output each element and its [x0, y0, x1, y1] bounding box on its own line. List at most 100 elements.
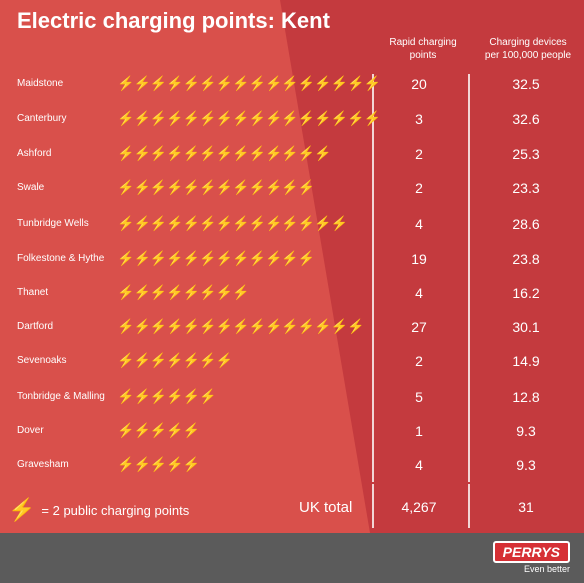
devices-value: 9.3: [516, 423, 536, 439]
lightning-bolt-icon: ⚡: [199, 352, 216, 368]
lightning-bolt-icon: ⚡: [199, 145, 216, 161]
lightning-bolt-icon: ⚡: [232, 75, 249, 91]
pictograph-bolts: ⚡⚡⚡⚡⚡⚡⚡⚡⚡⚡⚡⚡⚡⚡: [117, 215, 348, 232]
lightning-bolt-icon: ⚡: [281, 75, 298, 91]
lightning-bolt-icon: ⚡: [182, 75, 200, 91]
header-rapid-line2: points: [409, 50, 437, 61]
lightning-bolt-icon: ⚡: [248, 110, 266, 126]
lightning-bolt-icon: ⚡: [133, 215, 150, 231]
lightning-bolt-icon: ⚡: [166, 422, 183, 438]
lightning-bolt-icon: ⚡: [281, 110, 298, 126]
lightning-bolt-icon: ⚡: [232, 179, 249, 195]
lightning-bolt-icon: ⚡: [264, 179, 282, 195]
lightning-bolt-icon: ⚡: [166, 215, 183, 231]
lightning-bolt-icon: ⚡: [215, 318, 233, 334]
rapid-value: 3: [415, 111, 423, 127]
lightning-bolt-icon: ⚡: [149, 318, 167, 334]
lightning-bolt-icon: ⚡: [215, 250, 233, 266]
rapid-value: 4: [415, 216, 423, 232]
lightning-bolt-icon: ⚡: [264, 110, 282, 126]
lightning-bolt-icon: ⚡: [166, 318, 183, 334]
legend-text: = 2 public charging points: [41, 502, 190, 518]
pictograph-bolts: ⚡⚡⚡⚡⚡⚡⚡: [117, 352, 233, 369]
uk-total-rapid: 4,267: [401, 499, 437, 515]
area-label: Tunbridge Wells: [17, 218, 89, 229]
lightning-bolt-icon: ⚡: [117, 352, 134, 368]
rapid-value: 2: [415, 180, 423, 196]
column-divider: [372, 74, 374, 482]
lightning-bolt-icon: ⚡: [248, 75, 266, 91]
lightning-bolt-icon: ⚡: [117, 422, 134, 438]
header-rapid: Rapid charging points: [380, 36, 466, 62]
lightning-bolt-icon: ⚡: [199, 284, 216, 300]
lightning-bolt-icon: ⚡: [182, 352, 200, 368]
perrys-logo: PERRYS Even better: [492, 541, 570, 574]
lightning-bolt-icon: ⚡: [117, 456, 134, 472]
lightning-bolt-icon: ⚡: [149, 284, 167, 300]
lightning-bolt-icon: ⚡: [133, 145, 150, 161]
lightning-bolt-icon: ⚡: [281, 250, 298, 266]
lightning-bolt-icon: ⚡: [133, 284, 150, 300]
lightning-bolt-icon: ⚡: [363, 110, 381, 126]
pictograph-bolts: ⚡⚡⚡⚡⚡⚡⚡⚡: [117, 284, 250, 301]
lightning-bolt-icon: ⚡: [149, 145, 167, 161]
lightning-bolt-icon: ⚡: [264, 145, 282, 161]
lightning-bolt-icon: ⚡: [133, 388, 150, 404]
legend: ⚡ = 2 public charging points: [8, 497, 189, 523]
lightning-bolt-icon: ⚡: [297, 250, 315, 266]
lightning-bolt-icon: ⚡: [248, 179, 266, 195]
rapid-value: 2: [415, 146, 423, 162]
lightning-bolt-icon: ⚡: [166, 388, 183, 404]
lightning-bolt-icon: ⚡: [149, 215, 167, 231]
lightning-bolt-icon: ⚡: [133, 179, 150, 195]
lightning-bolt-icon: ⚡: [297, 75, 315, 91]
lightning-bolt-icon: ⚡: [314, 75, 331, 91]
rapid-value: 4: [415, 457, 423, 473]
lightning-bolt-icon: ⚡: [182, 422, 200, 438]
rapid-value: 5: [415, 389, 423, 405]
area-label: Thanet: [17, 287, 49, 298]
devices-value: 14.9: [512, 353, 540, 369]
area-label: Sevenoaks: [17, 355, 67, 366]
lightning-bolt-icon: ⚡: [215, 110, 233, 126]
lightning-bolt-icon: ⚡: [117, 75, 134, 91]
lightning-bolt-icon: ⚡: [149, 179, 167, 195]
lightning-bolt-icon: ⚡: [314, 145, 331, 161]
lightning-bolt-icon: ⚡: [199, 318, 216, 334]
lightning-bolt-icon: ⚡: [215, 145, 233, 161]
pictograph-bolts: ⚡⚡⚡⚡⚡: [117, 456, 200, 473]
rapid-value: 19: [411, 251, 427, 267]
lightning-bolt-icon: ⚡: [281, 145, 298, 161]
lightning-bolt-icon: ⚡: [133, 352, 150, 368]
uk-total-label: UK total: [299, 499, 353, 516]
lightning-bolt-icon: ⚡: [182, 179, 200, 195]
pictograph-bolts: ⚡⚡⚡⚡⚡⚡⚡⚡⚡⚡⚡⚡⚡⚡⚡⚡: [117, 110, 381, 127]
lightning-bolt-icon: ⚡: [232, 145, 249, 161]
lightning-bolt-icon: ⚡: [149, 456, 167, 472]
lightning-bolt-icon: ⚡: [133, 422, 150, 438]
area-label: Maidstone: [17, 78, 64, 89]
lightning-bolt-icon: ⚡: [248, 318, 266, 334]
lightning-bolt-icon: ⚡: [330, 75, 348, 91]
devices-value: 32.5: [512, 76, 540, 92]
lightning-bolt-icon: ⚡: [166, 284, 183, 300]
lightning-bolt-icon: ⚡: [264, 250, 282, 266]
lightning-bolt-icon: ⚡: [182, 110, 200, 126]
lightning-bolt-icon: ⚡: [182, 145, 200, 161]
pictograph-bolts: ⚡⚡⚡⚡⚡⚡: [117, 388, 217, 405]
lightning-bolt-icon: ⚡: [117, 110, 134, 126]
header-devices: Charging devices per 100,000 people: [476, 36, 580, 62]
lightning-bolt-icon: ⚡: [149, 110, 167, 126]
lightning-bolt-icon: ⚡: [133, 250, 150, 266]
lightning-bolt-icon: ⚡: [117, 388, 134, 404]
lightning-bolt-icon: ⚡: [182, 388, 200, 404]
lightning-bolt-icon: ⚡: [149, 388, 167, 404]
lightning-bolt-icon: ⚡: [297, 318, 315, 334]
lightning-bolt-icon: ⚡: [166, 110, 183, 126]
lightning-bolt-icon: ⚡: [232, 318, 249, 334]
lightning-bolt-icon: ⚡: [264, 215, 282, 231]
lightning-bolt-icon: ⚡: [314, 318, 331, 334]
page-title: Electric charging points: Kent: [17, 8, 330, 33]
lightning-bolt-icon: ⚡: [297, 145, 315, 161]
